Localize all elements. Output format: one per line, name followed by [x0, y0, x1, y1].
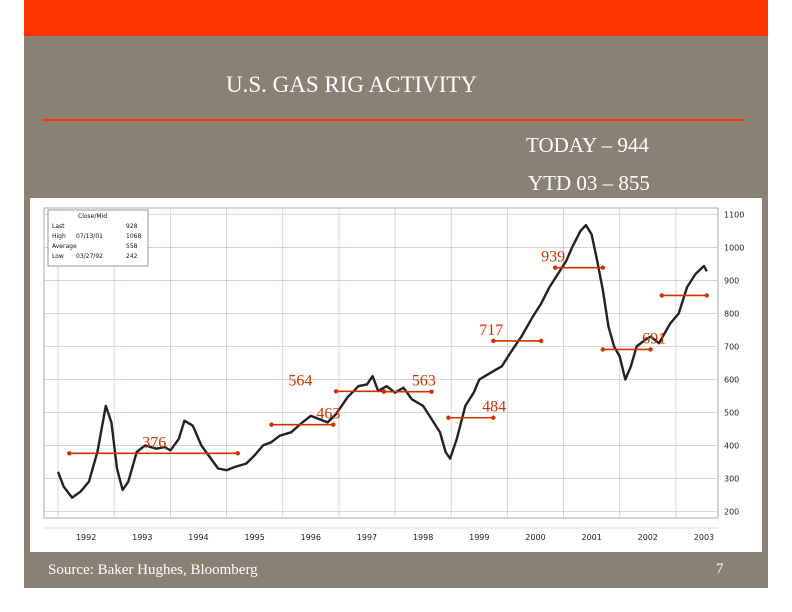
- average-line-end: [491, 415, 496, 420]
- annual-average-label: 564: [288, 372, 312, 389]
- plot-area: [43, 207, 719, 519]
- legend-row-date: 03/27/92: [76, 253, 103, 260]
- average-line-end: [600, 265, 606, 270]
- average-line-end: [538, 338, 544, 344]
- annual-average-label: 717: [479, 322, 503, 339]
- average-line-start: [552, 265, 558, 270]
- page-number: 7: [716, 561, 724, 577]
- title-divider: [42, 119, 744, 121]
- rig-count-chart: 200 300 400 500 600 700 800 900 1000 1100 1992 1993…: [30, 198, 762, 552]
- x-tick-label: 1998: [413, 533, 433, 542]
- annual-average-label: 463: [316, 406, 340, 423]
- top-accent-bar: [24, 0, 768, 36]
- y-tick-label: 1000: [724, 244, 744, 253]
- average-line-start: [67, 451, 72, 456]
- average-line-end: [331, 422, 336, 427]
- x-tick-label: 1992: [76, 533, 96, 542]
- legend-row-label: Last: [52, 223, 65, 230]
- legend-row-label: High: [52, 233, 66, 240]
- average-line-start: [381, 389, 387, 394]
- average-line-start: [333, 389, 339, 394]
- x-tick-label: 1997: [357, 533, 377, 542]
- annual-average-label: 939: [541, 249, 565, 266]
- legend-row-value: 242: [126, 253, 138, 260]
- legend-box: [47, 209, 149, 267]
- legend-row-value: 928: [126, 223, 138, 230]
- y-tick-label: 600: [724, 375, 739, 384]
- y-tick-label: 200: [724, 507, 739, 516]
- annual-average-label: 376: [142, 434, 166, 451]
- legend-row-label: Average: [52, 243, 77, 250]
- x-tick-label: 2000: [525, 533, 545, 542]
- ytd-average: YTD 03 – 855: [528, 171, 650, 195]
- rig-count-line: [56, 223, 708, 499]
- average-line-start: [491, 338, 496, 344]
- x-tick-label: 1994: [188, 533, 208, 542]
- annual-average-label: 484: [482, 399, 506, 416]
- legend-row-value: 558: [126, 243, 138, 250]
- x-tick-label: 1996: [301, 533, 321, 542]
- source-note: Source: Baker Hughes, Bloomberg: [48, 562, 258, 578]
- x-tick-label: 2003: [694, 533, 714, 542]
- legend-title: Close/Mid: [78, 213, 107, 220]
- y-tick-label: 1100: [724, 211, 744, 220]
- legend-row-date: 07/13/01: [76, 233, 103, 240]
- x-tick-label: 2001: [581, 533, 601, 542]
- average-line-end: [648, 347, 653, 352]
- average-line-end: [704, 293, 709, 298]
- y-tick-label: 400: [724, 441, 739, 450]
- x-tick-label: 1993: [132, 533, 152, 542]
- today-count: TODAY – 944: [526, 133, 649, 157]
- y-tick-label: 300: [724, 474, 739, 483]
- chart-svg: 200 300 400 500 600 700 800 900 1000 1100 1992 1993…: [30, 198, 762, 552]
- average-line-start: [269, 422, 274, 427]
- y-tick-label: 500: [724, 408, 739, 417]
- annual-average-label: 563: [412, 373, 436, 390]
- x-tick-label: 1999: [469, 533, 489, 542]
- legend-row-label: Low: [52, 253, 64, 260]
- slide-title: U.S. GAS RIG ACTIVITY: [226, 72, 478, 97]
- average-line-start: [659, 293, 665, 298]
- average-line-end: [235, 451, 240, 456]
- x-tick-label: 2002: [638, 533, 658, 542]
- average-line-end: [429, 389, 434, 394]
- annual-average-label: 691: [642, 330, 666, 347]
- average-line-start: [446, 415, 451, 420]
- legend-row-value: 1068: [126, 233, 141, 240]
- y-tick-label: 700: [724, 343, 739, 352]
- average-line-start: [600, 347, 606, 352]
- x-tick-label: 1995: [244, 533, 264, 542]
- y-tick-label: 800: [724, 310, 739, 319]
- y-tick-label: 900: [724, 277, 739, 286]
